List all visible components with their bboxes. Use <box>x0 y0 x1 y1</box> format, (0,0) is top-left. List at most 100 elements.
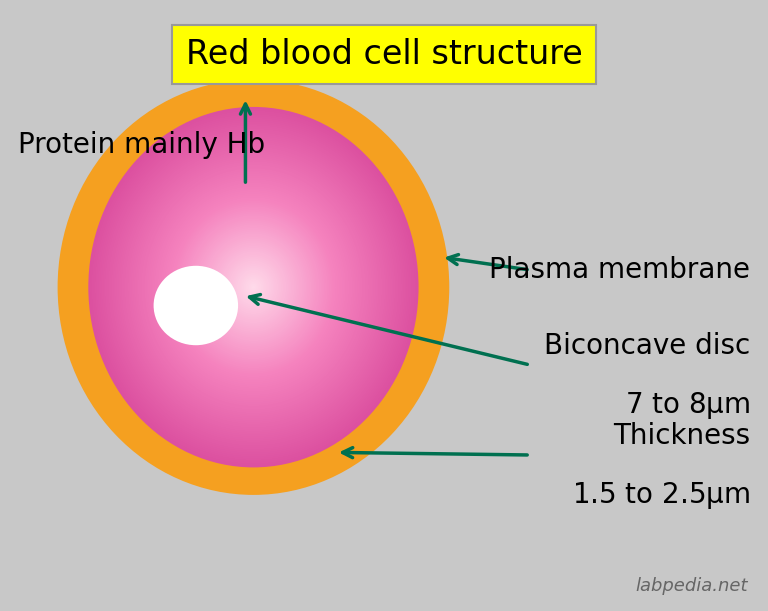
Ellipse shape <box>104 125 402 449</box>
Ellipse shape <box>165 277 227 334</box>
Ellipse shape <box>154 179 353 395</box>
Ellipse shape <box>168 280 223 331</box>
Text: Plasma membrane: Plasma membrane <box>489 256 750 284</box>
Ellipse shape <box>225 257 282 318</box>
Ellipse shape <box>179 206 328 368</box>
Ellipse shape <box>93 112 414 462</box>
Ellipse shape <box>190 301 201 310</box>
Ellipse shape <box>240 273 266 302</box>
Ellipse shape <box>187 298 204 313</box>
Ellipse shape <box>183 210 324 365</box>
Ellipse shape <box>97 116 410 458</box>
Ellipse shape <box>185 296 207 315</box>
Ellipse shape <box>184 295 207 316</box>
Ellipse shape <box>124 147 382 428</box>
Ellipse shape <box>174 285 217 326</box>
Ellipse shape <box>180 208 326 367</box>
Ellipse shape <box>197 226 310 348</box>
Ellipse shape <box>189 217 318 357</box>
Ellipse shape <box>126 148 381 426</box>
Ellipse shape <box>227 258 280 316</box>
Ellipse shape <box>177 288 215 323</box>
Ellipse shape <box>233 266 273 309</box>
Ellipse shape <box>220 251 286 323</box>
Ellipse shape <box>138 161 369 413</box>
Ellipse shape <box>143 166 364 408</box>
Ellipse shape <box>181 291 210 320</box>
Ellipse shape <box>110 130 397 444</box>
Ellipse shape <box>176 287 216 324</box>
Ellipse shape <box>170 197 336 377</box>
Text: Thickness: Thickness <box>613 422 750 450</box>
Ellipse shape <box>217 247 290 327</box>
Ellipse shape <box>199 228 308 346</box>
Ellipse shape <box>245 278 262 296</box>
Ellipse shape <box>243 276 263 298</box>
Ellipse shape <box>170 282 221 329</box>
Ellipse shape <box>159 185 348 390</box>
Ellipse shape <box>121 143 386 431</box>
Ellipse shape <box>130 152 377 422</box>
Ellipse shape <box>194 304 198 307</box>
Ellipse shape <box>174 200 333 374</box>
Ellipse shape <box>162 274 230 337</box>
Ellipse shape <box>114 136 392 439</box>
Ellipse shape <box>229 260 278 314</box>
Ellipse shape <box>192 221 315 354</box>
Ellipse shape <box>180 291 212 320</box>
Text: Protein mainly Hb: Protein mainly Hb <box>18 131 265 159</box>
Ellipse shape <box>101 122 406 453</box>
Ellipse shape <box>169 196 338 379</box>
Ellipse shape <box>136 159 371 415</box>
Ellipse shape <box>191 301 200 309</box>
Ellipse shape <box>184 211 323 363</box>
Ellipse shape <box>88 107 419 467</box>
Ellipse shape <box>174 285 218 326</box>
Ellipse shape <box>144 168 362 406</box>
Ellipse shape <box>111 132 396 442</box>
Ellipse shape <box>163 275 229 336</box>
Ellipse shape <box>219 249 288 325</box>
Ellipse shape <box>117 137 390 437</box>
Ellipse shape <box>190 299 202 312</box>
Ellipse shape <box>157 269 235 342</box>
Ellipse shape <box>196 224 311 350</box>
Ellipse shape <box>160 272 232 339</box>
Ellipse shape <box>249 282 258 293</box>
Text: Red blood cell structure: Red blood cell structure <box>186 38 582 71</box>
Ellipse shape <box>186 213 321 361</box>
Ellipse shape <box>140 163 367 412</box>
Ellipse shape <box>214 244 293 331</box>
Ellipse shape <box>167 194 339 381</box>
Ellipse shape <box>146 170 361 404</box>
Ellipse shape <box>166 192 341 382</box>
Ellipse shape <box>163 188 344 386</box>
Ellipse shape <box>237 269 270 305</box>
Ellipse shape <box>164 190 343 384</box>
Ellipse shape <box>170 280 222 331</box>
Ellipse shape <box>178 288 214 323</box>
Ellipse shape <box>95 114 412 460</box>
Ellipse shape <box>151 175 356 399</box>
Ellipse shape <box>173 284 219 327</box>
Ellipse shape <box>98 118 409 456</box>
Ellipse shape <box>107 126 400 448</box>
Ellipse shape <box>173 199 334 376</box>
Ellipse shape <box>154 267 237 344</box>
Text: 7 to 8$\mathregular{\mu}$m: 7 to 8$\mathregular{\mu}$m <box>625 390 750 421</box>
Ellipse shape <box>100 120 407 455</box>
Ellipse shape <box>141 164 366 410</box>
Ellipse shape <box>202 232 305 343</box>
Ellipse shape <box>183 294 208 318</box>
Ellipse shape <box>161 273 230 338</box>
Ellipse shape <box>252 285 255 289</box>
Ellipse shape <box>206 235 301 340</box>
Ellipse shape <box>147 172 359 403</box>
Ellipse shape <box>232 264 275 310</box>
Ellipse shape <box>123 145 384 430</box>
Ellipse shape <box>161 186 346 388</box>
Ellipse shape <box>230 262 276 312</box>
Ellipse shape <box>128 150 379 424</box>
Ellipse shape <box>158 270 233 341</box>
Ellipse shape <box>91 111 415 464</box>
